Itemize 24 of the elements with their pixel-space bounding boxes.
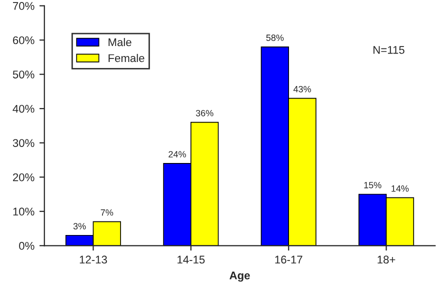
x-tick-label: 18+ [378,256,396,264]
legend-label: Female [108,54,144,62]
y-tick-label: 70% [13,2,34,10]
legend-label: Male [108,38,132,46]
y-tick-label: 30% [12,139,34,147]
y-tick-label: 50% [12,70,34,78]
x-tick-label: 16-17 [275,256,302,264]
data-label: 15% [364,182,382,188]
data-label: 3% [73,223,86,230]
data-label: 7% [100,209,114,216]
y-tick-label: 20% [13,173,34,182]
y-tick-label: 40% [12,104,34,113]
data-label: 43% [293,86,311,92]
y-tick-label: 0% [19,242,34,250]
x-tick-label: 12-13 [80,256,107,264]
annotation: N=115 [374,46,404,54]
x-tick-label: 14-15 [178,256,205,264]
data-label: 14% [392,185,409,192]
y-tick-label: 60% [13,36,34,44]
data-label: 36% [196,110,214,116]
data-label: 24% [168,151,186,158]
y-tick-label: 10% [13,208,34,216]
x-axis-title: Age [230,272,250,282]
data-label: 58% [266,34,284,41]
